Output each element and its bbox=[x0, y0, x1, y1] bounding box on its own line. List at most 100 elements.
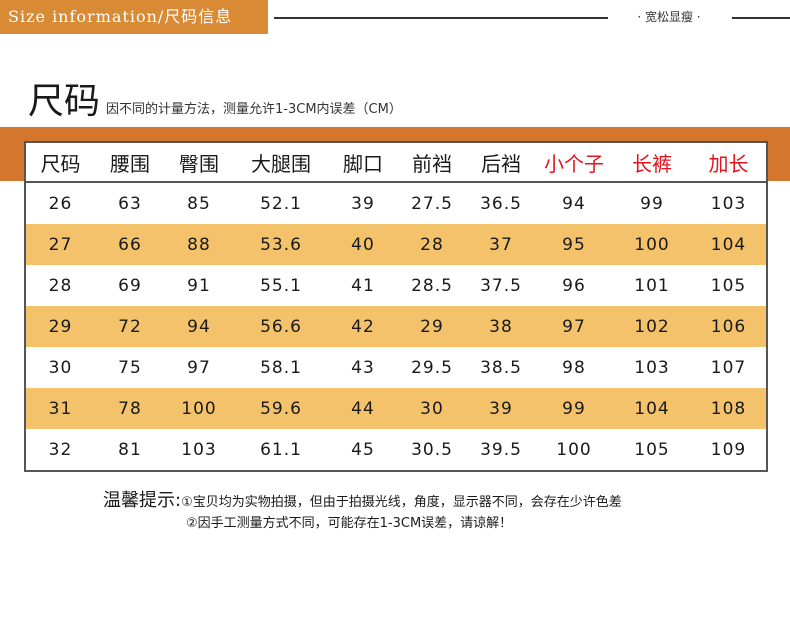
table-cell: 38.5 bbox=[480, 357, 522, 378]
header-banner: Size information/尺码信息 · 宽松显瘦 · bbox=[0, 0, 790, 38]
table-cell: 106 bbox=[691, 306, 767, 347]
fit-style-label: · 宽松显瘦 · bbox=[637, 10, 701, 24]
table-cell: 42 bbox=[329, 306, 397, 347]
table-cell: 39.5 bbox=[480, 439, 522, 460]
table-cell: 78 bbox=[95, 388, 165, 429]
table-cell: 29 bbox=[25, 306, 95, 347]
table-cell: 100 bbox=[613, 224, 691, 265]
table-cell: 37.5 bbox=[480, 275, 522, 296]
table-cell: 101 bbox=[634, 275, 670, 296]
table-cell: 66 bbox=[95, 224, 165, 265]
column-header-size: 尺码 bbox=[25, 142, 95, 183]
table-cell: 69 bbox=[118, 275, 142, 296]
table-cell: 30 bbox=[397, 388, 467, 429]
column-header-long: 长裤 bbox=[613, 142, 691, 183]
table-cell: 96 bbox=[562, 275, 586, 296]
table-cell: 38 bbox=[467, 306, 535, 347]
table-row: 28 69 91 55.1 41 28.5 37.5 96 101 105 bbox=[25, 265, 767, 306]
table-cell: 81 bbox=[118, 439, 142, 460]
size-information-tag: Size information/尺码信息 bbox=[0, 0, 268, 34]
table-cell: 97 bbox=[187, 357, 211, 378]
table-cell: 37 bbox=[467, 224, 535, 265]
column-header-leg-opening: 脚口 bbox=[329, 142, 397, 183]
table-cell: 109 bbox=[710, 439, 747, 460]
table-row: 29 72 94 56.6 42 29 38 97 102 106 bbox=[25, 306, 767, 347]
table-cell: 32 bbox=[48, 439, 73, 460]
table-cell: 99 bbox=[535, 388, 613, 429]
table-cell: 72 bbox=[95, 306, 165, 347]
column-header-thigh: 大腿围 bbox=[233, 142, 329, 183]
table-cell: 105 bbox=[710, 275, 747, 296]
table-cell: 75 bbox=[118, 357, 142, 378]
table-cell: 27 bbox=[25, 224, 95, 265]
table-cell: 43 bbox=[351, 357, 375, 378]
table-cell: 104 bbox=[613, 388, 691, 429]
table-cell: 102 bbox=[613, 306, 691, 347]
table-cell: 39 bbox=[467, 388, 535, 429]
size-heading: 尺码 因不同的计量方法，测量允许1-3CM内误差（CM） bbox=[28, 72, 402, 124]
column-header-back-rise: 后裆 bbox=[467, 142, 535, 183]
table-cell: 30 bbox=[48, 357, 73, 378]
table-row: 27 66 88 53.6 40 28 37 95 100 104 bbox=[25, 224, 767, 265]
size-table: 尺码 腰围 臀围 大腿围 脚口 前裆 后裆 小个子 长裤 加长 26 63 85 52… bbox=[24, 141, 768, 472]
column-header-hip: 臀围 bbox=[165, 142, 233, 183]
table-row: 32 81 103 61.1 45 30.5 39.5 100 105 109 bbox=[25, 429, 767, 471]
table-cell: 105 bbox=[634, 439, 670, 460]
page-title: 尺码 bbox=[28, 81, 101, 122]
table-cell: 94 bbox=[562, 193, 586, 214]
table-cell: 26 bbox=[48, 193, 73, 214]
table-cell: 58.1 bbox=[260, 357, 302, 378]
table-cell: 103 bbox=[634, 357, 670, 378]
column-header-waist: 腰围 bbox=[95, 142, 165, 183]
table-cell: 45 bbox=[351, 439, 375, 460]
table-row: 26 63 85 52.1 39 27.5 36.5 94 99 103 bbox=[25, 182, 767, 224]
table-cell: 56.6 bbox=[233, 306, 329, 347]
measurement-note: 因不同的计量方法，测量允许1-3CM内误差（CM） bbox=[106, 102, 402, 117]
table-cell: 99 bbox=[640, 193, 664, 214]
table-cell: 31 bbox=[25, 388, 95, 429]
table-cell: 94 bbox=[165, 306, 233, 347]
banner-divider-left bbox=[274, 17, 608, 19]
table-cell: 98 bbox=[562, 357, 586, 378]
table-cell: 61.1 bbox=[260, 439, 302, 460]
tip-measurement-error: ②因手工测量方式不同，可能存在1-3CM误差，请谅解！ bbox=[186, 516, 513, 531]
table-cell: 28 bbox=[48, 275, 73, 296]
table-cell: 29.5 bbox=[411, 357, 453, 378]
table-cell: 40 bbox=[329, 224, 397, 265]
table-cell: 52.1 bbox=[260, 193, 302, 214]
table-cell: 107 bbox=[710, 357, 747, 378]
table-cell: 30.5 bbox=[411, 439, 453, 460]
table-cell: 85 bbox=[187, 193, 211, 214]
table-cell: 104 bbox=[691, 224, 767, 265]
table-cell: 59.6 bbox=[233, 388, 329, 429]
table-cell: 55.1 bbox=[260, 275, 302, 296]
tip-color-difference: ①宝贝均为实物拍摄，但由于拍摄光线，角度，显示器不同，会存在少许色差 bbox=[181, 495, 622, 510]
column-header-extra-long: 加长 bbox=[691, 142, 767, 183]
table-cell: 95 bbox=[535, 224, 613, 265]
table-cell: 91 bbox=[187, 275, 211, 296]
table-row: 30 75 97 58.1 43 29.5 38.5 98 103 107 bbox=[25, 347, 767, 388]
banner-divider-right bbox=[732, 17, 790, 19]
table-cell: 29 bbox=[397, 306, 467, 347]
table-cell: 97 bbox=[535, 306, 613, 347]
table-cell: 100 bbox=[556, 439, 592, 460]
tips-label: 温馨提示: bbox=[103, 490, 182, 511]
table-cell: 36.5 bbox=[480, 193, 522, 214]
table-cell: 44 bbox=[329, 388, 397, 429]
table-cell: 39 bbox=[351, 193, 375, 214]
table-header-row: 尺码 腰围 臀围 大腿围 脚口 前裆 后裆 小个子 长裤 加长 bbox=[25, 142, 767, 183]
table-cell: 88 bbox=[165, 224, 233, 265]
table-cell: 27.5 bbox=[411, 193, 453, 214]
table-cell: 108 bbox=[691, 388, 767, 429]
table-row: 31 78 100 59.6 44 30 39 99 104 108 bbox=[25, 388, 767, 429]
table-cell: 63 bbox=[118, 193, 142, 214]
table-cell: 100 bbox=[165, 388, 233, 429]
column-header-front-rise: 前裆 bbox=[397, 142, 467, 183]
table-cell: 41 bbox=[351, 275, 375, 296]
table-cell: 53.6 bbox=[233, 224, 329, 265]
table-cell: 103 bbox=[710, 193, 747, 214]
table-cell: 28 bbox=[397, 224, 467, 265]
table-cell: 28.5 bbox=[411, 275, 453, 296]
column-header-petite: 小个子 bbox=[535, 142, 613, 183]
table-cell: 103 bbox=[181, 439, 217, 460]
